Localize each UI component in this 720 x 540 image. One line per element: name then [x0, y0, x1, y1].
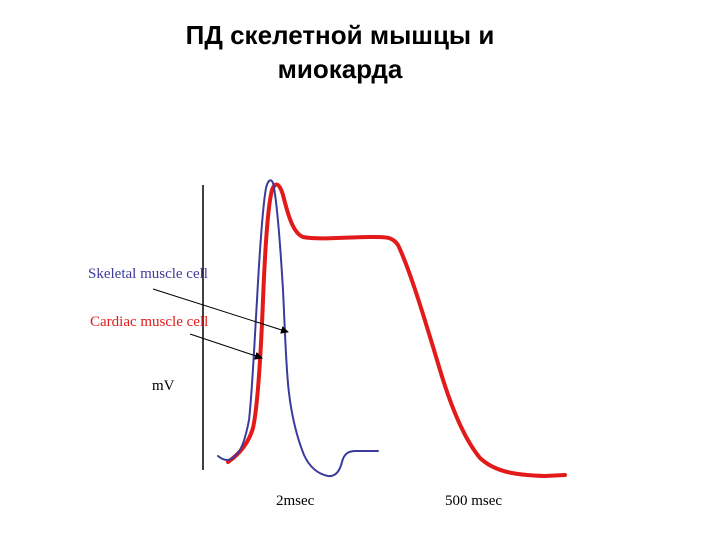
skeletal-label-pointer	[152, 288, 289, 334]
skeletal-action-potential-curve	[217, 179, 379, 478]
skeletal-muscle-label: Skeletal muscle cell	[88, 266, 208, 282]
cardiac-action-potential-curve	[226, 182, 567, 478]
cardiac-time-label: 500 msec	[445, 493, 502, 509]
cardiac-label-pointer	[189, 333, 263, 360]
cardiac-muscle-label: Cardiac muscle cell	[90, 314, 208, 330]
slide-title-line-2: миокарда	[277, 54, 403, 84]
skeletal-time-label: 2msec	[276, 493, 315, 509]
y-axis-unit-label: mV	[152, 378, 175, 394]
slide-title-line-1: ПД скелетной мышцы и	[185, 20, 495, 50]
slide-title: ПД скелетной мышцы и миокарда	[0, 18, 680, 86]
